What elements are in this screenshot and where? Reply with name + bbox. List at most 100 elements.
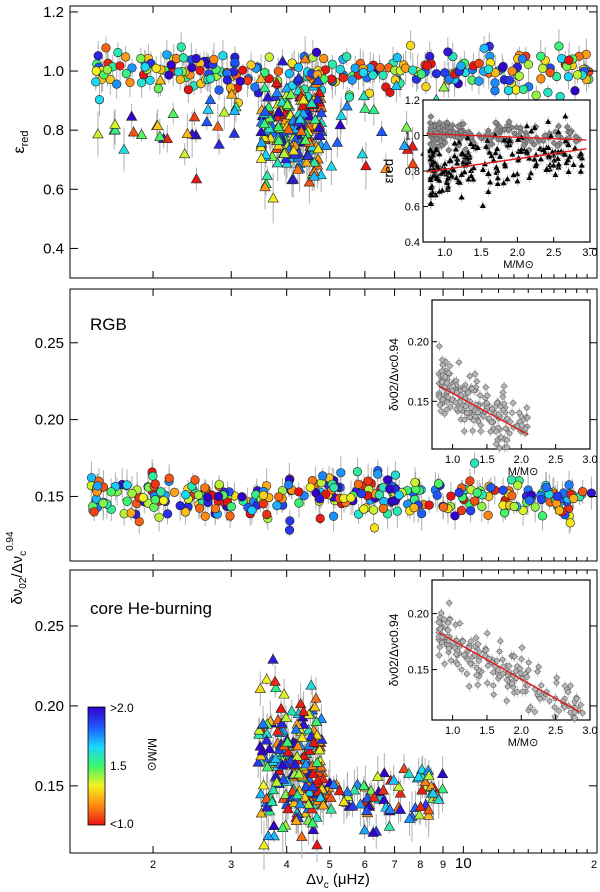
data-point-triangle <box>255 136 268 147</box>
data-point-triangle <box>394 803 407 814</box>
inset-x-tick-label: 2.0 <box>514 725 529 737</box>
inset-point <box>483 647 489 653</box>
data-point-triangle <box>303 744 316 755</box>
inset-point <box>476 132 482 138</box>
data-point-triangle <box>287 173 299 184</box>
data-point-circle <box>503 85 514 96</box>
data-point-triangle <box>291 789 304 800</box>
data-point-triangle <box>271 776 283 787</box>
data-point-triangle <box>228 127 240 138</box>
data-point-circle <box>378 503 388 514</box>
inset-point <box>445 627 451 633</box>
data-point-triangle <box>414 800 427 811</box>
data-point-circle <box>347 75 357 85</box>
x-tick-label: 6 <box>362 859 368 871</box>
data-point-triangle <box>125 110 138 121</box>
inset-point <box>492 149 499 156</box>
data-point-triangle <box>427 787 439 798</box>
data-point-circle <box>565 518 575 528</box>
inset-point <box>429 161 436 167</box>
data-point-triangle <box>314 791 327 802</box>
data-point-circle <box>91 77 101 87</box>
data-point-triangle <box>372 770 384 781</box>
inset-point <box>577 702 584 708</box>
inset-point <box>452 399 459 406</box>
data-point-circle <box>470 496 480 506</box>
inset-point <box>441 127 448 134</box>
data-point-circle <box>554 505 565 516</box>
inset-point <box>478 428 484 435</box>
inset-point <box>445 183 452 189</box>
y-tick-label: 0.6 <box>43 181 64 198</box>
data-point-triangle <box>260 673 273 684</box>
data-point-circle <box>369 523 380 533</box>
data-point-circle <box>498 61 508 72</box>
data-point-triangle <box>307 768 319 779</box>
inset-y-tick-label: 0.8 <box>405 166 420 178</box>
inset-point <box>573 133 579 140</box>
inset-ylabel: δν02/Δνc0.94 <box>387 338 401 411</box>
data-point-triangle <box>328 778 340 789</box>
inset-x-tick-label: 2.0 <box>510 247 525 259</box>
data-point-circle <box>164 70 174 80</box>
inset-point <box>496 411 502 418</box>
inset-point <box>561 704 568 711</box>
top-inset: 1.0 1.5 2.0 2.5 3.0 0.4 0.6 0.8 1.0 1.2 M/M⊙ εred <box>381 95 598 271</box>
inset-y-tick-label: 1.2 <box>405 95 420 107</box>
data-point-triangle <box>335 109 347 120</box>
inset-point <box>531 124 538 131</box>
data-point-circle <box>138 493 148 503</box>
inset-point <box>460 638 466 645</box>
inset-ylabel: δν02/Δνc0.94 <box>387 613 401 686</box>
inset-point <box>499 656 506 663</box>
data-point-triangle <box>308 736 320 747</box>
data-point-circle <box>385 484 395 494</box>
inset-point <box>461 416 468 423</box>
inset-point <box>532 709 538 715</box>
data-point-triangle <box>300 758 312 769</box>
data-point-circle <box>246 60 256 70</box>
inset-point <box>455 661 461 668</box>
data-point-triangle <box>266 795 278 806</box>
inset-point <box>525 667 532 673</box>
data-point-circle <box>456 61 466 71</box>
y-tick-label: 0.15 <box>35 778 64 795</box>
data-point-triangle <box>365 785 377 796</box>
data-point-circle <box>318 471 328 481</box>
inset-point <box>552 714 558 720</box>
inset-point <box>468 405 474 411</box>
data-point-circle <box>392 53 402 63</box>
inset-point <box>467 373 473 379</box>
data-point-triangle <box>398 762 410 773</box>
data-point-triangle <box>302 798 315 809</box>
data-point-triangle <box>341 100 353 111</box>
inset-point <box>556 708 562 714</box>
data-point-triangle <box>109 118 121 129</box>
data-point-triangle <box>276 55 289 66</box>
data-point-circle <box>469 458 480 468</box>
inset-point <box>428 113 434 120</box>
data-point-triangle <box>212 120 224 131</box>
inset-point <box>440 396 446 403</box>
inset-point <box>434 164 441 170</box>
data-point-circle <box>294 487 304 497</box>
data-point-circle <box>178 53 189 63</box>
data-point-triangle <box>277 773 290 784</box>
data-point-triangle <box>376 126 388 137</box>
data-point-circle <box>230 57 240 68</box>
inset-point <box>447 157 454 163</box>
data-point-circle <box>353 479 364 489</box>
inset-point <box>490 682 497 689</box>
data-point-triangle <box>331 136 344 147</box>
inset-point <box>566 153 573 159</box>
data-point-circle <box>214 85 224 95</box>
inset-point <box>488 419 495 426</box>
data-point-triangle <box>255 125 267 136</box>
data-point-circle <box>127 488 137 498</box>
data-point-circle <box>183 85 194 95</box>
data-point-triangle <box>419 775 431 787</box>
data-point-triangle <box>294 113 306 124</box>
inset-point <box>494 175 501 181</box>
inset-y-tick-label: 0.4 <box>405 237 420 249</box>
data-point-circle <box>357 489 367 499</box>
